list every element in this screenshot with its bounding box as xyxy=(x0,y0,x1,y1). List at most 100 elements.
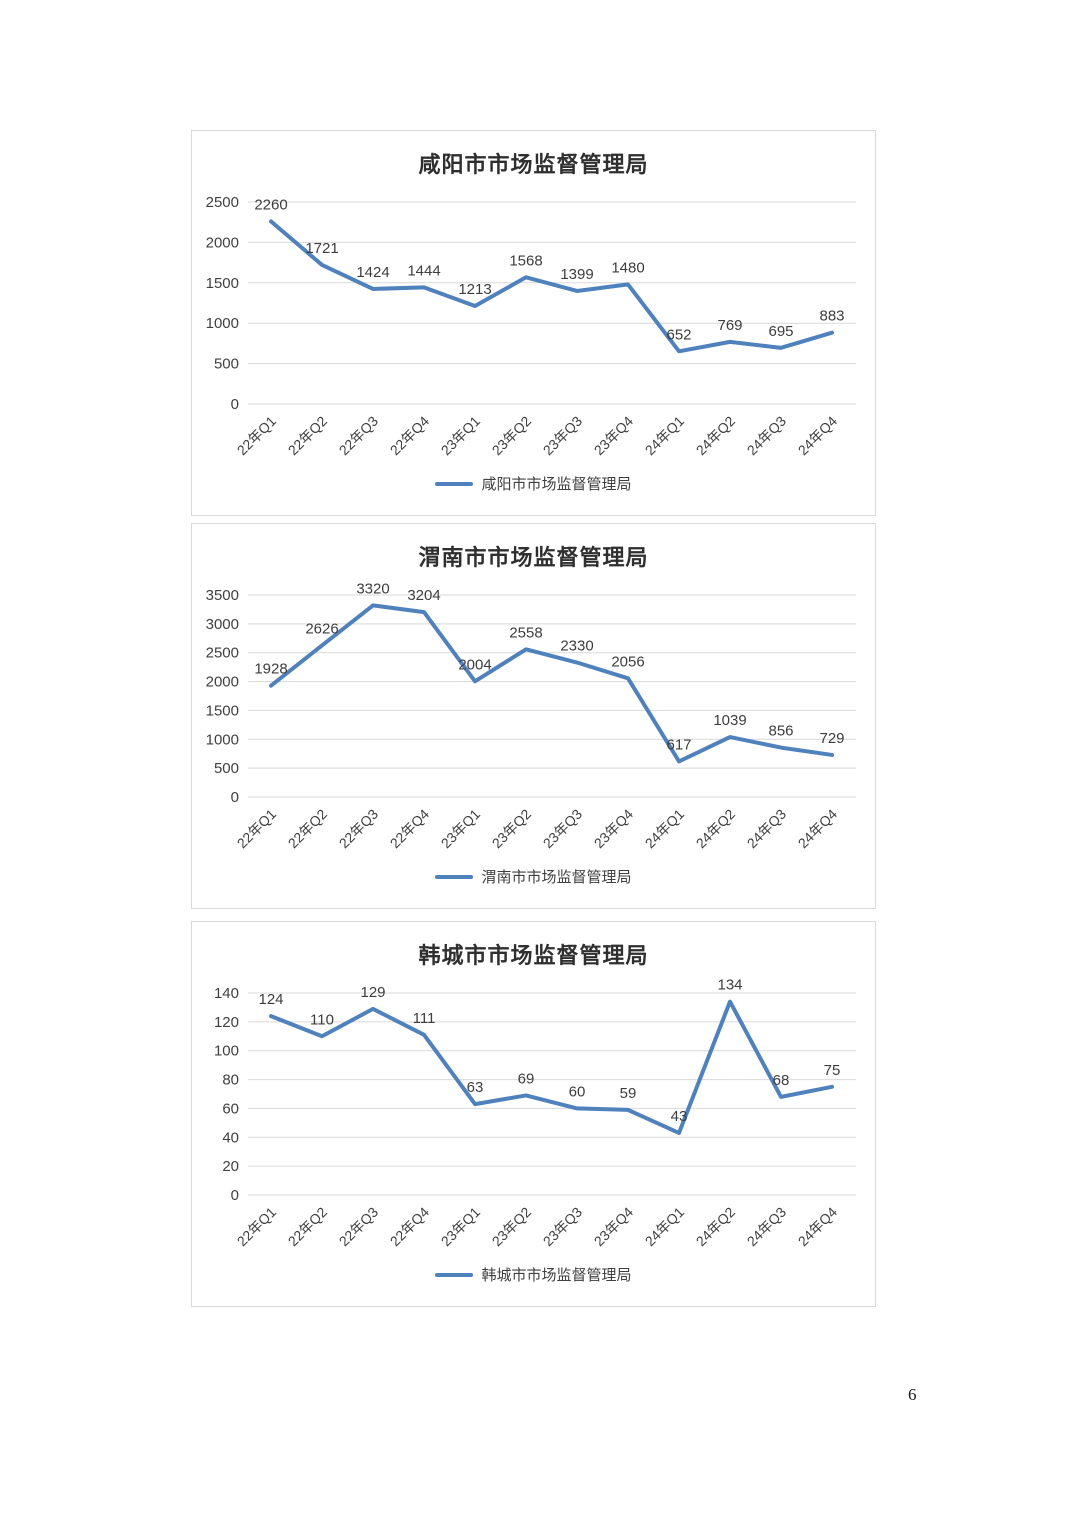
y-tick-label: 0 xyxy=(231,1187,239,1204)
x-tick-label: 24年Q2 xyxy=(693,806,739,852)
x-tick-label: 22年Q3 xyxy=(336,1204,382,1250)
x-tick-label: 23年Q2 xyxy=(489,1204,535,1250)
data-label: 43 xyxy=(671,1108,688,1125)
x-tick-label: 24年Q3 xyxy=(744,1204,790,1250)
y-tick-label: 2500 xyxy=(206,645,239,662)
legend-label: 韩城市市场监督管理局 xyxy=(481,1267,632,1284)
x-tick-label: 24年Q4 xyxy=(795,1204,841,1250)
data-label: 856 xyxy=(768,723,793,740)
x-tick-label: 24年Q4 xyxy=(795,413,841,459)
y-tick-label: 40 xyxy=(222,1129,239,1146)
series-line xyxy=(269,999,834,1135)
y-tick-label: 2000 xyxy=(206,234,239,251)
y-tick-label: 1000 xyxy=(206,315,239,332)
data-label: 883 xyxy=(819,308,844,325)
x-tick-label: 22年Q1 xyxy=(234,413,280,459)
data-label: 1480 xyxy=(611,259,644,276)
data-label: 3204 xyxy=(407,587,440,604)
y-tick-label: 1500 xyxy=(206,702,239,719)
x-tick-label: 22年Q4 xyxy=(387,806,433,852)
y-tick-label: 100 xyxy=(214,1043,239,1060)
chart-title-hancheng: 韩城市市场监督管理局 xyxy=(418,943,649,968)
legend-line-marker xyxy=(435,1272,474,1277)
y-tick-label: 80 xyxy=(222,1072,239,1089)
data-label: 652 xyxy=(666,326,691,343)
x-tick-label: 22年Q3 xyxy=(336,413,382,459)
y-tick-label: 1500 xyxy=(206,275,239,292)
x-tick-label: 23年Q3 xyxy=(540,1204,586,1250)
x-tick-label: 24年Q1 xyxy=(642,806,688,852)
y-tick-label: 3000 xyxy=(206,616,239,633)
series-line xyxy=(269,603,834,764)
x-tick-label: 23年Q2 xyxy=(489,413,535,459)
chart-title-weinan: 渭南市市场监督管理局 xyxy=(418,545,649,570)
chart-plot-xianyang: 0 500 1000 1500 2000 2500 22年Q1 22年Q2 22年Q3 22年Q4… xyxy=(206,194,856,459)
data-label: 769 xyxy=(717,317,742,334)
x-tick-label: 22年Q4 xyxy=(387,1204,433,1250)
data-label: 2260 xyxy=(254,196,287,213)
x-tick-label: 23年Q4 xyxy=(591,1204,637,1250)
y-tick-label: 2000 xyxy=(206,674,239,691)
x-tick-label: 24年Q3 xyxy=(744,413,790,459)
x-tick-label: 23年Q4 xyxy=(591,413,637,459)
y-tick-label: 500 xyxy=(214,356,239,373)
x-tick-label: 24年Q1 xyxy=(642,1204,688,1250)
x-tick-label: 24年Q1 xyxy=(642,413,688,459)
legend-label: 咸阳市市场监督管理局 xyxy=(481,476,632,493)
data-label: 2626 xyxy=(305,620,338,637)
y-tick-label: 0 xyxy=(231,396,239,413)
y-tick-label: 3500 xyxy=(206,587,239,604)
data-label: 2004 xyxy=(458,656,491,673)
x-tick-label: 22年Q1 xyxy=(234,806,280,852)
data-label: 3320 xyxy=(356,580,389,597)
chart-box-weinan: 渭南市市场监督管理局 0 500 1000 1500 2000 2500 3000 3500 2… xyxy=(191,523,876,909)
x-tick-label: 24年Q2 xyxy=(693,413,739,459)
y-tick-label: 500 xyxy=(214,760,239,777)
data-label: 1568 xyxy=(509,252,542,269)
y-tick-label: 120 xyxy=(214,1014,239,1031)
data-label: 695 xyxy=(768,323,793,340)
x-tick-label: 23年Q3 xyxy=(540,413,586,459)
chart-title-xianyang: 咸阳市市场监督管理局 xyxy=(418,152,649,177)
y-tick-label: 60 xyxy=(222,1100,239,1117)
x-tick-label: 23年Q1 xyxy=(438,806,484,852)
legend-line-marker xyxy=(435,481,474,486)
data-label: 69 xyxy=(518,1070,535,1087)
series-line xyxy=(269,219,834,354)
data-label: 68 xyxy=(773,1072,790,1089)
data-label: 729 xyxy=(819,730,844,747)
x-tick-label: 23年Q1 xyxy=(438,1204,484,1250)
x-tick-label: 22年Q2 xyxy=(285,806,331,852)
chart-box-hancheng: 韩城市市场监督管理局 0 20 40 60 80 100 120 140 22年Q1 22年Q2 2… xyxy=(191,921,876,1307)
y-tick-label: 0 xyxy=(231,789,239,806)
x-tick-label: 24年Q4 xyxy=(795,806,841,852)
chart-legend-xianyang: 咸阳市市场监督管理局 xyxy=(192,473,875,494)
legend-label: 渭南市市场监督管理局 xyxy=(481,869,632,886)
x-tick-label: 22年Q1 xyxy=(234,1204,280,1250)
data-label: 1424 xyxy=(356,264,389,281)
y-tick-label: 2500 xyxy=(206,194,239,211)
data-label: 1039 xyxy=(713,712,746,729)
chart-legend-hancheng: 韩城市市场监督管理局 xyxy=(192,1264,875,1285)
data-label: 1399 xyxy=(560,266,593,283)
data-label: 2056 xyxy=(611,653,644,670)
data-label: 1213 xyxy=(458,281,491,298)
x-tick-label: 24年Q2 xyxy=(693,1204,739,1250)
x-tick-label: 24年Q3 xyxy=(744,806,790,852)
chart-box-xianyang: 咸阳市市场监督管理局 0 500 1000 1500 2000 2500 22年Q1 22年Q… xyxy=(191,130,876,516)
data-label: 2558 xyxy=(509,624,542,641)
data-label: 129 xyxy=(360,984,385,1001)
data-label: 75 xyxy=(824,1062,841,1079)
data-label: 1928 xyxy=(254,661,287,678)
y-tick-label: 20 xyxy=(222,1158,239,1175)
data-label: 59 xyxy=(620,1085,637,1102)
x-tick-label: 23年Q2 xyxy=(489,806,535,852)
data-label: 2330 xyxy=(560,638,593,655)
chart-legend-weinan: 渭南市市场监督管理局 xyxy=(192,866,875,887)
data-label: 111 xyxy=(413,1010,436,1027)
x-tick-label: 23年Q3 xyxy=(540,806,586,852)
data-label: 617 xyxy=(666,736,691,753)
x-tick-label: 23年Q4 xyxy=(591,806,637,852)
